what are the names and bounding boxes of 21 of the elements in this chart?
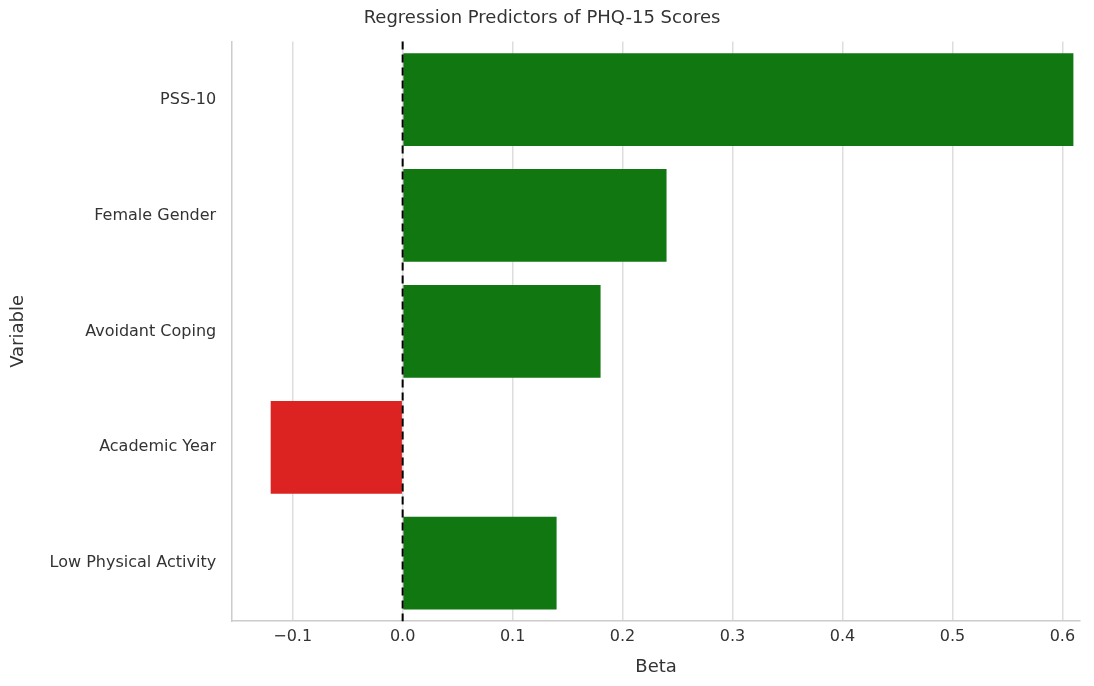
x-tick-label: 0.1: [499, 625, 526, 645]
x-tick-label: 0.5: [939, 625, 966, 645]
bar: [403, 53, 1074, 146]
chart-title: Regression Predictors of PHQ-15 Scores: [363, 6, 721, 28]
bar: [403, 169, 667, 262]
x-tick-label: 0.6: [1049, 625, 1076, 645]
y-tick-label: PSS-10: [160, 88, 217, 108]
y-tick-label: Low Physical Activity: [49, 552, 217, 572]
x-tick-label: −0.1: [273, 625, 313, 645]
bar: [403, 285, 601, 378]
x-axis-title: Beta: [635, 654, 677, 676]
y-tick-label: Avoidant Coping: [85, 320, 217, 340]
bar: [403, 516, 557, 610]
x-tick-label: 0.3: [719, 625, 746, 645]
bar: [270, 400, 402, 494]
x-tick-label: 0.2: [609, 625, 636, 645]
x-tick-label: 0.0: [389, 625, 416, 645]
y-axis-title: Variable: [6, 294, 28, 368]
y-tick-label: Female Gender: [94, 204, 217, 224]
x-tick-label: 0.4: [829, 625, 856, 645]
y-tick-label: Academic Year: [99, 436, 217, 456]
